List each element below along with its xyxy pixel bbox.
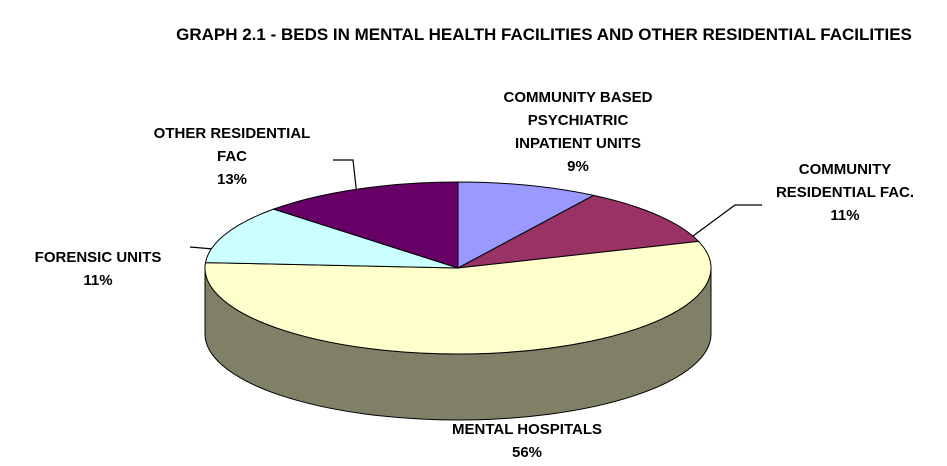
data-label: COMMUNITY RESIDENTIAL FAC. 11%: [758, 158, 933, 227]
leader-line: [692, 204, 762, 237]
category-label: FORENSIC UNITS: [34, 249, 162, 266]
category-label: OTHER RESIDENTIAL FAC: [153, 125, 311, 165]
slice: [457, 194, 700, 269]
value-label: 13%: [216, 171, 248, 188]
slice: [457, 181, 595, 269]
category-label: COMMUNITY RESIDENTIAL FAC.: [775, 161, 915, 201]
data-label: OTHER RESIDENTIAL FAC 13%: [137, 122, 327, 191]
slice: [272, 181, 459, 269]
value-label: 56%: [511, 444, 543, 461]
value-label: 11%: [83, 272, 113, 289]
slice: [204, 208, 459, 269]
category-label: COMMUNITY BASED PSYCHIATRIC INPATIENT UN…: [503, 89, 653, 152]
category-label: MENTAL HOSPITALS: [452, 421, 602, 438]
value-label: 9%: [567, 158, 589, 175]
data-label: COMMUNITY BASED PSYCHIATRIC INPATIENT UN…: [493, 86, 663, 178]
chart-title: GRAPH 2.1 - BEDS IN MENTAL HEALTH FACILI…: [176, 25, 912, 44]
slice: [204, 240, 712, 355]
data-label: FORENSIC UNITS 11%: [0, 246, 198, 292]
value-label: 11%: [830, 207, 860, 224]
data-label: MENTAL HOSPITALS 56%: [397, 418, 657, 464]
